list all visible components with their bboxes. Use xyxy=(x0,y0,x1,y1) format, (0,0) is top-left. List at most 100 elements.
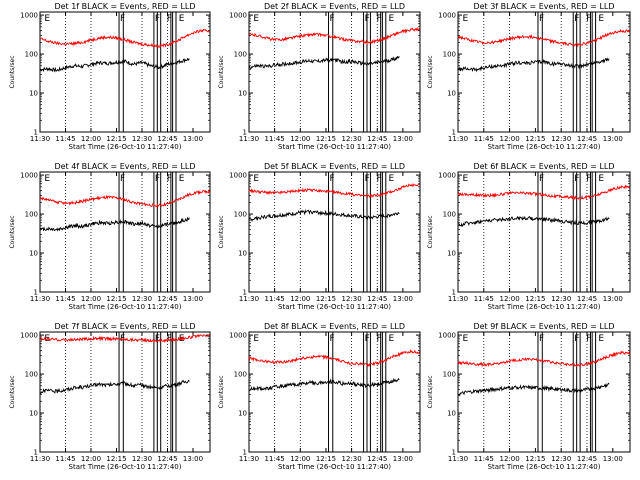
panel-6-ytick-label-3: 1000 xyxy=(438,172,456,180)
panel-3-flag-label-2: F xyxy=(574,14,579,24)
panel-8-xtick-label-1: 11:45 xyxy=(265,455,285,463)
panel-5-flag-label-1: F xyxy=(330,174,335,184)
panel-4-ytick-label-1: 10 xyxy=(29,250,38,258)
panel-8-xtick-label-6: 13:00 xyxy=(393,455,413,463)
panel-2-xtick-label-4: 12:30 xyxy=(342,135,362,143)
panel-7-xtick-label-5: 12:45 xyxy=(157,455,177,463)
panel-9-xtick-label-6: 13:00 xyxy=(603,455,623,463)
panel-2-ytick-label-2: 100 xyxy=(234,51,247,59)
panel-1-xtick-label-4: 12:30 xyxy=(132,135,152,143)
panel-8-flag-label-2: F xyxy=(365,334,370,344)
panel-8-xtick-label-0: 11:30 xyxy=(239,455,259,463)
panel-8-series-lld xyxy=(248,349,421,368)
panel-5-xtick-label-1: 11:45 xyxy=(265,295,285,303)
panel-8-title: Det 8f BLACK = Events, RED = LLD xyxy=(264,322,405,331)
panel-1-series-lld xyxy=(39,28,210,48)
panel-8-x-axis-label: Start Time (26-Oct-10 11:27:40) xyxy=(278,463,391,471)
panel-6-xtick-label-1: 11:45 xyxy=(474,295,494,303)
panel-4-flag-label-4: E xyxy=(179,174,185,184)
panel-1-xtick-label-5: 12:45 xyxy=(157,135,177,143)
panel-4-flag-label-1: F xyxy=(120,174,125,184)
panel-7-xtick-label-2: 12:00 xyxy=(81,455,101,463)
panel-4-x-axis-label: Start Time (26-Oct-10 11:27:40) xyxy=(69,303,182,311)
panel-1-ytick-label-1: 10 xyxy=(29,90,38,98)
panel-2-axes-frame xyxy=(248,11,421,133)
panel-3-ytick-label-0: 1 xyxy=(452,129,456,137)
panel-4-xtick-label-6: 13:00 xyxy=(183,295,203,303)
panel-7-title: Det 7f BLACK = Events, RED = LLD xyxy=(54,322,195,331)
panel-1-title: Det 1f BLACK = Events, RED = LLD xyxy=(54,2,195,11)
panel-3-series-events xyxy=(457,57,610,73)
panel-6-xtick-label-0: 11:30 xyxy=(448,295,468,303)
panel-3-y-axis-label: Counts/sec xyxy=(427,55,434,88)
panel-8-flag-label-0: E xyxy=(253,334,259,344)
panel-9-ytick-label-2: 100 xyxy=(443,371,456,379)
panel-5-ytick-label-1: 10 xyxy=(238,250,247,258)
panel-7-xtick-label-6: 13:00 xyxy=(183,455,203,463)
panel-9-flag-label-1: F xyxy=(539,334,544,344)
panel-1-ytick-label-0: 1 xyxy=(34,129,38,137)
panel-1-flag-label-3: F xyxy=(167,14,172,24)
panel-5-ytick-label-0: 1 xyxy=(243,289,247,297)
panel-9-flag-label-0: E xyxy=(462,334,468,344)
panel-2-series-events xyxy=(248,55,400,70)
panel-6-x-axis-label: Start Time (26-Oct-10 11:27:40) xyxy=(488,303,601,311)
panel-5-series-lld xyxy=(248,182,420,199)
panel-2-xtick-label-2: 12:00 xyxy=(290,135,310,143)
panel-4-series-events xyxy=(39,216,190,232)
panel-6-flag-label-0: E xyxy=(462,174,468,184)
panel-3-axes-frame xyxy=(457,11,631,133)
panel-5-flag-label-3: F xyxy=(377,174,382,184)
panel-6-xtick-label-3: 12:15 xyxy=(525,295,545,303)
panel-9-series-lld xyxy=(457,350,631,368)
panel-3-ytick-label-1: 10 xyxy=(447,90,456,98)
panel-6-xtick-label-5: 12:45 xyxy=(577,295,597,303)
panel-9-xtick-label-1: 11:45 xyxy=(474,455,494,463)
panel-5-flag-label-4: E xyxy=(389,174,395,184)
panel-8-flag-label-1: F xyxy=(330,334,335,344)
panel-3-title: Det 3f BLACK = Events, RED = LLD xyxy=(473,2,614,11)
panel-5-axes-frame xyxy=(248,171,421,293)
panel-9-x-axis-label: Start Time (26-Oct-10 11:27:40) xyxy=(488,463,601,471)
panel-4-flag-label-0: E xyxy=(44,174,50,184)
panel-9-xtick-label-0: 11:30 xyxy=(448,455,468,463)
panel-5-flag-label-0: E xyxy=(253,174,259,184)
panel-5-y-axis-label: Counts/sec xyxy=(218,215,225,248)
panel-8-flag-label-3: F xyxy=(377,334,382,344)
panel-9-ytick-label-3: 1000 xyxy=(438,332,456,340)
panel-4-y-axis-label: Counts/sec xyxy=(9,215,16,248)
panel-4-ytick-label-0: 1 xyxy=(34,289,38,297)
panel-9-xtick-label-2: 12:00 xyxy=(500,455,520,463)
panel-7-ytick-label-1: 10 xyxy=(29,410,38,418)
panel-8-y-axis-label: Counts/sec xyxy=(218,375,225,408)
panel-3-xtick-label-4: 12:30 xyxy=(551,135,571,143)
panel-1-xtick-label-1: 11:45 xyxy=(55,135,75,143)
panel-5-x-axis-label: Start Time (26-Oct-10 11:27:40) xyxy=(278,303,391,311)
panel-2-flag-label-0: E xyxy=(253,14,259,24)
panel-4-xtick-label-4: 12:30 xyxy=(132,295,152,303)
panel-2-flag-label-3: F xyxy=(377,14,382,24)
panel-7-flag-label-3: F xyxy=(167,334,172,344)
panel-9-xtick-label-5: 12:45 xyxy=(577,455,597,463)
panel-7-series-lld xyxy=(39,333,210,343)
panel-3-xtick-label-0: 11:30 xyxy=(448,135,468,143)
panel-7-y-axis-label: Counts/sec xyxy=(9,375,16,408)
panel-4-flag-label-3: F xyxy=(167,174,172,184)
panel-1-xtick-label-0: 11:30 xyxy=(30,135,50,143)
panel-1-flag-label-1: F xyxy=(120,14,125,24)
panel-7-ytick-label-0: 1 xyxy=(34,449,38,457)
panel-7-ytick-label-3: 1000 xyxy=(20,332,38,340)
panel-6-flag-label-2: F xyxy=(574,174,579,184)
panel-2-xtick-label-0: 11:30 xyxy=(239,135,259,143)
panel-3-ytick-label-3: 1000 xyxy=(438,12,456,20)
panel-2-x-axis-label: Start Time (26-Oct-10 11:27:40) xyxy=(278,143,391,151)
panel-6-axes-frame xyxy=(457,171,631,293)
panel-9-title: Det 9f BLACK = Events, RED = LLD xyxy=(473,322,614,331)
panel-3-flag-label-3: F xyxy=(586,14,591,24)
panel-7-ytick-label-2: 100 xyxy=(25,371,38,379)
panel-8-xtick-label-4: 12:30 xyxy=(342,455,362,463)
panel-6-xtick-label-6: 13:00 xyxy=(603,295,623,303)
panel-9-flag-label-3: F xyxy=(586,334,591,344)
panel-9-flag-label-4: E xyxy=(598,334,604,344)
panel-5-flag-label-2: F xyxy=(365,174,370,184)
